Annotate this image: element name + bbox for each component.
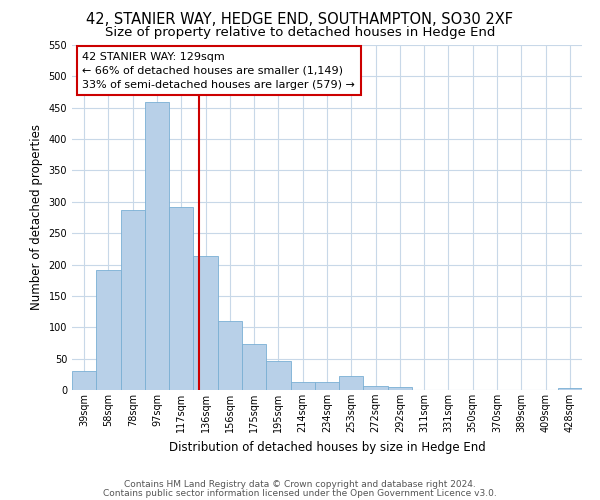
Y-axis label: Number of detached properties: Number of detached properties (30, 124, 43, 310)
Bar (193, 256, 218, 390)
Text: 42 STANIER WAY: 129sqm
← 66% of detached houses are smaller (1,149)
33% of semi-: 42 STANIER WAY: 129sqm ← 66% of detached… (82, 52, 355, 90)
Bar (266, 361, 290, 390)
Bar (339, 376, 364, 390)
Text: Contains HM Land Registry data © Crown copyright and database right 2024.: Contains HM Land Registry data © Crown c… (124, 480, 476, 489)
Bar (315, 382, 339, 390)
Bar (145, 102, 169, 390)
Text: Contains public sector information licensed under the Open Government Licence v3: Contains public sector information licen… (103, 488, 497, 498)
Bar (290, 382, 315, 390)
Bar (364, 386, 388, 390)
Bar (121, 210, 145, 390)
Text: 42, STANIER WAY, HEDGE END, SOUTHAMPTON, SO30 2XF: 42, STANIER WAY, HEDGE END, SOUTHAMPTON,… (86, 12, 514, 28)
Bar (72, 371, 96, 390)
Bar (558, 388, 582, 390)
Bar (242, 344, 266, 390)
Bar (218, 321, 242, 390)
Text: Size of property relative to detached houses in Hedge End: Size of property relative to detached ho… (105, 26, 495, 39)
Bar (169, 208, 193, 390)
X-axis label: Distribution of detached houses by size in Hedge End: Distribution of detached houses by size … (169, 440, 485, 454)
Bar (96, 270, 121, 390)
Bar (388, 388, 412, 390)
